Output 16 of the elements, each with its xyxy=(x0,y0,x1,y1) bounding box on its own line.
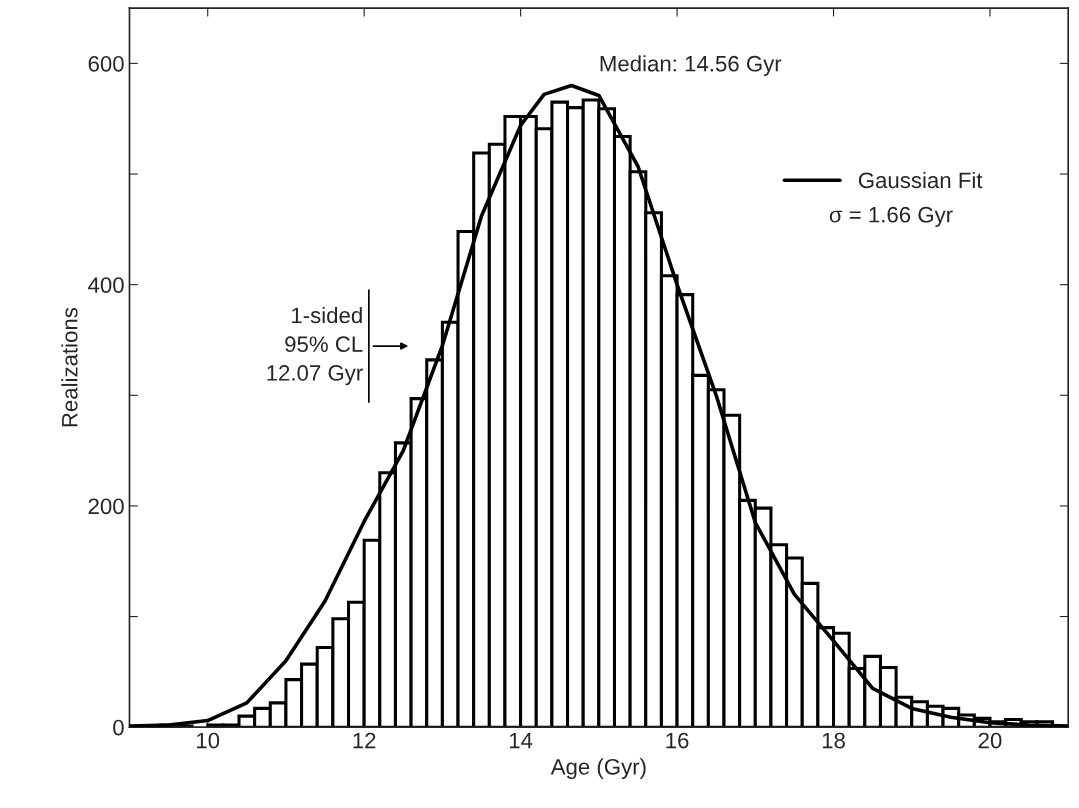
y-tick-label: 600 xyxy=(88,55,124,72)
x-tick-label: 14 xyxy=(509,732,533,749)
x-tick-label: 16 xyxy=(666,732,689,749)
annotation: Median: 14.56 Gyr xyxy=(600,55,782,76)
y-tick-label: 400 xyxy=(88,277,124,293)
annotation: 1-sided 95% CL 12.07 Gyr xyxy=(267,306,363,386)
y-tick-label: 0 xyxy=(113,719,124,736)
x-tick-label: 10 xyxy=(197,732,220,749)
legend-label: Gaussian Fit xyxy=(858,171,983,189)
y-axis-title: Realizations xyxy=(61,307,78,427)
x-tick-label: 12 xyxy=(353,732,376,749)
x-tick-label: 18 xyxy=(822,732,845,749)
x-tick-label: 20 xyxy=(978,732,1002,749)
annotation: σ = 1.66 Gyr xyxy=(829,206,953,227)
x-axis-title: Age (Gyr) xyxy=(550,758,646,780)
y-tick-label: 200 xyxy=(88,498,124,515)
